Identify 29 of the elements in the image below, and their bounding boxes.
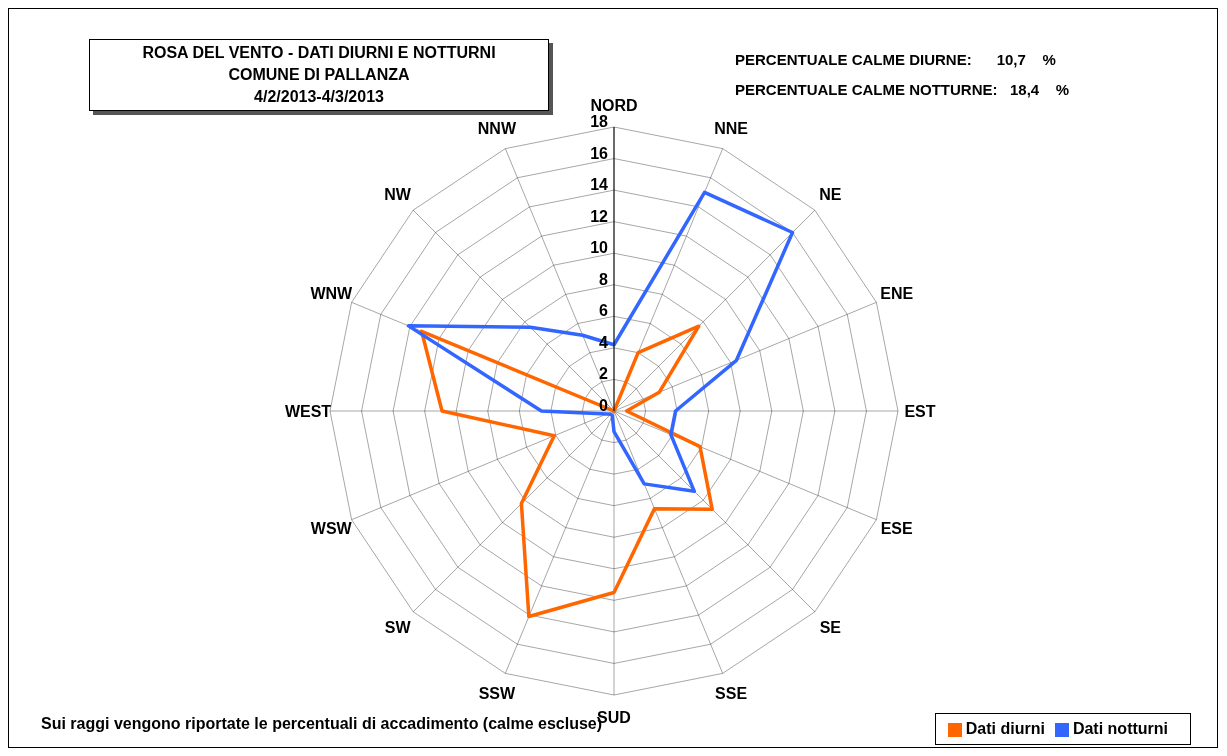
spoke-label: NNW [477,119,517,137]
y-tick-label: 18 [590,113,609,130]
y-tick-label: 16 [590,144,609,162]
y-tick-label: 4 [599,333,609,351]
y-tick-label: 2 [599,365,609,383]
text: PERCENTUALE CALME NOTTURNE: 18,4 % [735,81,1070,100]
y-tick-label: 6 [599,302,609,320]
y-tick-label: 8 [599,270,609,288]
y-tick-label: 14 [590,176,609,194]
spoke-label: NE [819,186,842,204]
spoke-label: EST [904,402,936,420]
spoke-label: SSE [715,685,748,703]
spoke-label: NORD [590,96,638,114]
text: PERCENTUALE CALME DIURNE: 10,7 % [735,51,1057,70]
y-tick-label: 10 [590,239,609,257]
spoke-label: SSW [478,685,517,703]
spoke-label: ENE [880,285,914,303]
spoke-label: NNE [714,119,749,137]
spoke-label: ESE [880,519,914,537]
y-tick-label: 12 [590,207,609,225]
spoke-label: WNW [310,285,354,303]
spoke-label: SE [819,618,842,636]
spoke-label: NW [384,186,412,204]
legend-label: Dati notturni [1072,720,1168,737]
spoke-label: WSW [310,519,353,537]
spoke-label: WEST [284,402,332,420]
chart-title: ROSA DEL VENTO - DATI DIURNI E NOTTURNI COMUNE DI PALLANZA 4/2/2013-4/3/2013 [90,42,548,108]
spoke-label: SW [384,618,412,636]
legend-label: Dati diurni [965,720,1045,737]
